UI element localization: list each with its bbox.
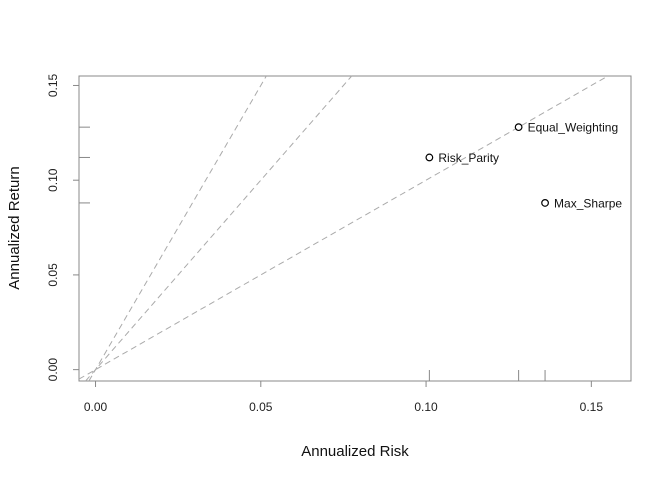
data-point [425, 153, 434, 162]
reference-line-3 [78, 75, 609, 380]
reference-line-1 [88, 75, 267, 382]
point-label: Risk_Parity [438, 151, 499, 165]
point-label: Max_Sharpe [554, 196, 622, 210]
y-tick-label: 0.10 [46, 168, 60, 192]
x-tick-label: 0.10 [414, 400, 438, 414]
point-label: Equal_Weighting [528, 121, 619, 135]
y-axis: 0.00 0.05 0.10 0.15 [46, 73, 79, 381]
rug-marks [79, 126, 546, 381]
x-axis-title: Annualized Risk [301, 443, 409, 460]
x-tick-label: 0.05 [249, 400, 273, 414]
reference-lines [78, 75, 609, 382]
y-tick-label: 0.00 [46, 358, 60, 382]
plot-frame [78, 75, 632, 382]
data-point [541, 199, 549, 207]
x-tick-label: 0.15 [580, 400, 604, 414]
y-tick-label: 0.05 [46, 263, 60, 287]
data-point [514, 123, 523, 132]
y-axis-title: Annualized Return [6, 166, 23, 289]
reference-line-2 [85, 75, 353, 382]
y-tick-label: 0.15 [46, 73, 60, 97]
data-points: Equal_Weighting Risk_Parity Max_Sharpe [425, 121, 622, 210]
x-tick-label: 0.00 [84, 400, 108, 414]
x-axis: 0.00 0.05 0.10 0.15 [84, 381, 603, 414]
